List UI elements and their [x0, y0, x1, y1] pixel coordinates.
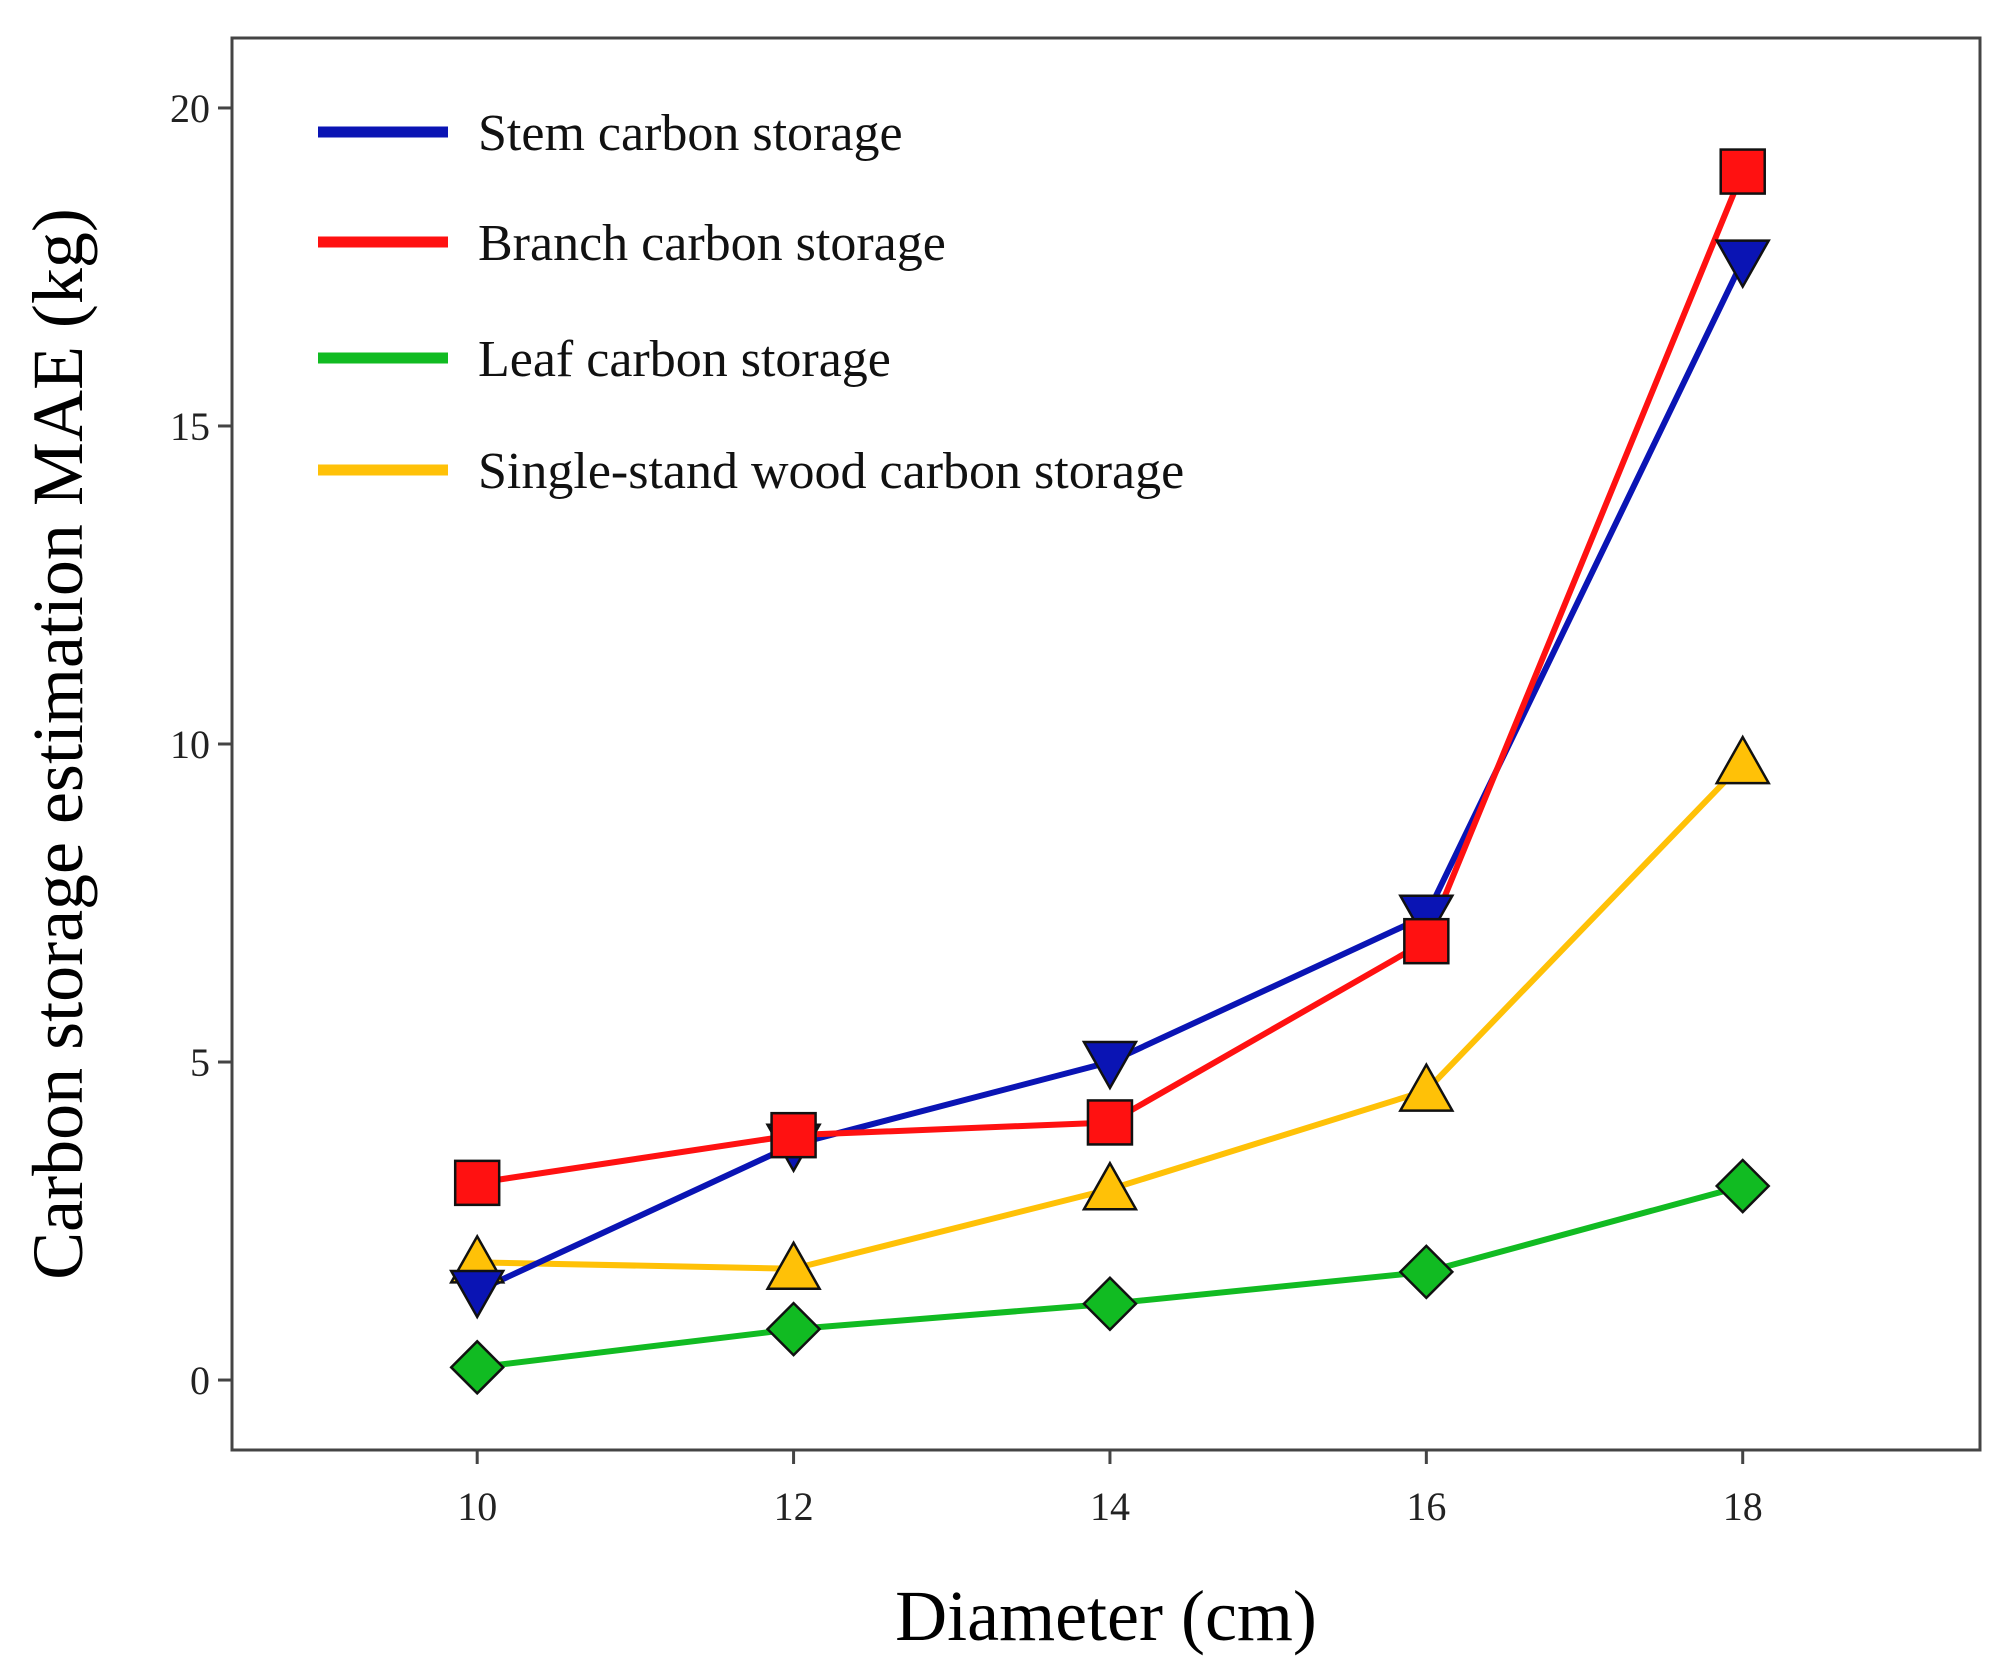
data-point-series-3 — [1398, 1244, 1455, 1300]
legend: Stem carbon storage Branch carbon storage… — [318, 105, 1184, 500]
data-point-series-2 — [1403, 917, 1450, 965]
data-point-series-2 — [1086, 1099, 1134, 1146]
x-tick-label: 18 — [1723, 1484, 1763, 1529]
data-point-series-4 — [1081, 1160, 1139, 1211]
data-point-series-2 — [1719, 148, 1766, 195]
data-point-series-1 — [1714, 239, 1771, 290]
y-tick-label: 20 — [170, 86, 210, 131]
y-axis-title: Carbon storage estimation MAE (kg) — [18, 208, 98, 1280]
data-point-series-1 — [449, 1269, 506, 1320]
y-tick-label: 10 — [170, 722, 210, 767]
data-point-series-3 — [765, 1301, 822, 1357]
series-markers — [449, 148, 1771, 1396]
x-tick-label: 16 — [1406, 1484, 1446, 1529]
data-point-series-3 — [1082, 1275, 1138, 1332]
data-point-series-3 — [1714, 1158, 1771, 1214]
x-tick-label: 14 — [1090, 1484, 1130, 1529]
y-axis: 0 5 10 15 20 — [170, 86, 232, 1403]
data-point-series-4 — [765, 1240, 822, 1290]
y-tick-label: 5 — [190, 1040, 210, 1085]
series-line-2 — [476, 170, 1746, 1186]
legend-label: Stem carbon storage — [478, 105, 903, 162]
data-point-series-2 — [453, 1159, 501, 1207]
x-tick-label: 12 — [774, 1484, 814, 1529]
data-point-series-4 — [1714, 734, 1771, 785]
data-point-series-1 — [1081, 1040, 1139, 1091]
y-tick-label: 15 — [170, 404, 210, 449]
x-axis: 10 12 14 16 18 — [457, 1450, 1763, 1529]
legend-label: Leaf carbon storage — [478, 331, 891, 388]
x-axis-title: Diameter (cm) — [895, 1576, 1317, 1656]
data-point-series-2 — [770, 1111, 817, 1159]
y-tick-label: 0 — [190, 1358, 210, 1403]
data-point-series-4 — [1398, 1062, 1455, 1112]
data-point-series-3 — [449, 1339, 505, 1396]
legend-label: Branch carbon storage — [478, 215, 946, 272]
x-tick-label: 10 — [457, 1484, 497, 1529]
legend-label: Single-stand wood carbon storage — [478, 443, 1184, 500]
